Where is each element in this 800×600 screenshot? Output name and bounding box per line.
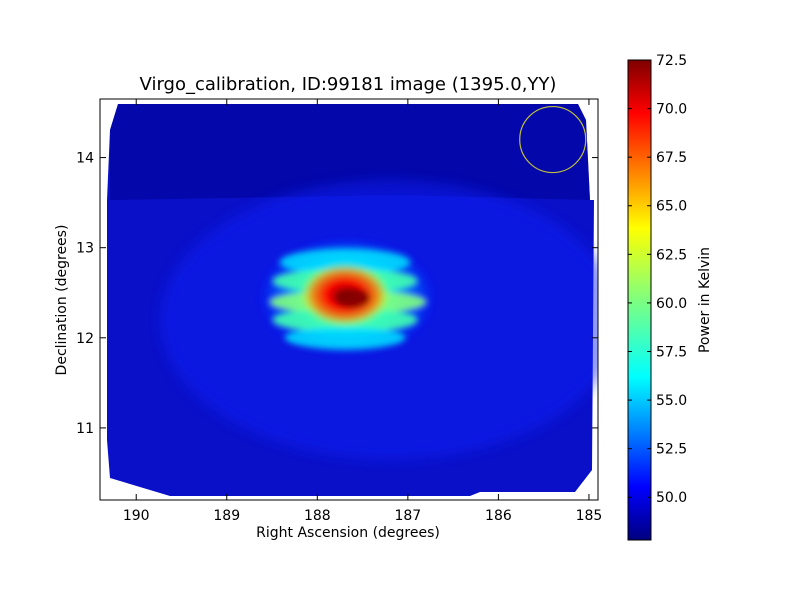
colorbar-tick-label: 60.0 [656,296,687,312]
plot-frame [99,98,599,501]
colorbar-tick-label: 57.5 [656,344,687,360]
y-tick-label: 14 [76,151,94,167]
beam-circle [519,105,587,174]
colorbar-tick-label: 72.5 [656,53,687,69]
y-axis: 11 12 13 14 [76,151,598,437]
x-tick-label: 189 [213,508,240,524]
colorbar-tick-label: 62.5 [656,247,687,263]
colorbar: 50.0 52.5 55.0 57.5 60.0 62.5 65.0 67.5 70.0 72.5… [627,53,713,541]
x-tick-label: 186 [485,508,512,524]
y-axis-label: Declination (degrees) [54,225,70,376]
x-tick-label: 187 [394,508,421,524]
y-tick-label: 13 [76,241,94,257]
colorbar-label: Power in Kelvin [697,247,713,353]
colorbar-tick-label: 52.5 [656,442,687,458]
colorbar-gradient [627,59,652,541]
colorbar-tick-label: 55.0 [656,393,687,409]
y-tick-label: 12 [76,331,94,347]
colorbar-tick-label: 70.0 [656,102,687,118]
heatmap-image [107,104,598,496]
y-tick-label: 11 [76,421,94,437]
map-coverage-top [110,104,590,200]
colorbar-tick-label: 50.0 [656,490,687,506]
x-axis-label: Right Ascension (degrees) [256,525,440,541]
colorbar-tick-label: 65.0 [656,199,687,215]
colorbar-ticks: 50.0 52.5 55.0 57.5 60.0 62.5 65.0 67.5 70.0 72.5 [628,53,687,506]
x-tick-label: 190 [123,508,150,524]
source-emission [255,235,439,359]
chart-title: Virgo_calibration, ID:99181 image (1395.… [140,74,557,95]
x-tick-label: 185 [576,508,603,524]
colorbar-tick-label: 67.5 [656,150,687,166]
x-axis: 190 189 188 187 186 185 [123,99,602,524]
x-tick-label: 188 [304,508,331,524]
